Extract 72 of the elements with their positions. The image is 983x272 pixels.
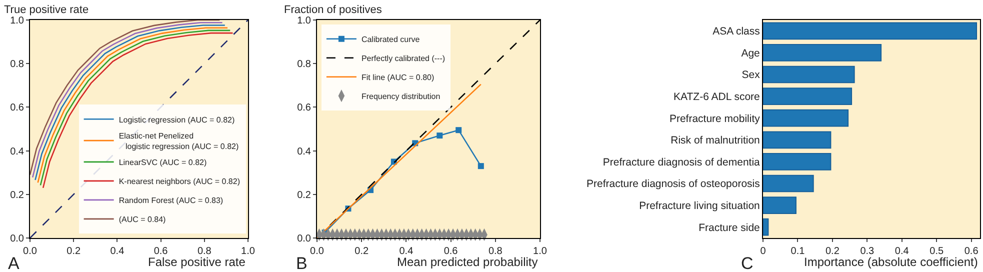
x-tick-label: 0.0: [23, 246, 38, 257]
y-tick-label: 0.6: [10, 102, 24, 114]
y-tick-label: Prefracture diagnosis of dementia: [602, 156, 760, 168]
point: [478, 163, 484, 170]
y-tick-label: 0.8: [10, 59, 24, 70]
x-tick-label: 0.2: [354, 246, 369, 257]
x-tick-label: 0: [760, 246, 766, 257]
y-tick-label: Fracture side: [698, 222, 760, 234]
x-tick-label: 0.3: [860, 246, 875, 257]
x-tick-label: 0.4: [110, 246, 125, 257]
x-tick-label: 0.0: [310, 246, 324, 257]
x-tick-label: 0.6: [444, 246, 458, 257]
x-tick-label: 0.4: [399, 246, 414, 257]
y-tick-label: 0.8: [297, 59, 312, 70]
x-tick-label: 0.2: [825, 246, 840, 257]
y-axis-title: Fraction of positives: [284, 4, 382, 16]
bar: [763, 196, 796, 214]
x-tick-label: 0.8: [197, 246, 212, 257]
y-tick-label: ASA class: [712, 26, 760, 38]
y-tick-label: Prefracture mobility: [669, 112, 761, 125]
y-tick-label: 0.2: [10, 190, 24, 201]
y-axis-title: True positive rate: [4, 4, 89, 16]
x-tick-label: 1.0: [241, 246, 256, 257]
bar: [763, 66, 855, 84]
x-tick-label: 0.6: [154, 246, 168, 257]
y-tick-label: Sex: [742, 69, 761, 82]
text: A: [8, 254, 20, 272]
y-tick-label: 1.0: [10, 16, 24, 26]
y-tick-label: 0.4: [297, 146, 312, 158]
legend-label: K-nearest neighbors (AUC = 0.82): [118, 177, 240, 186]
x-axis-title: Importance (absolute coefficient): [804, 255, 978, 269]
x-axis-title: False positive rate: [148, 255, 246, 269]
y-tick-label: KATZ-6 ADL score: [674, 90, 760, 103]
legend-label: Fit line (AUC = 0.80): [361, 72, 434, 82]
legend-label: Random Forest (AUC = 0.83): [118, 196, 224, 206]
x-tick-label: 0.5: [930, 246, 944, 257]
bar: [763, 22, 978, 40]
bar: [763, 44, 882, 62]
y-tick-label: Prefracture living situation: [639, 200, 760, 212]
bar: [763, 109, 849, 127]
legend-label: Logistic regression (AUC = 0.82): [118, 115, 235, 124]
bar: [763, 218, 769, 236]
y-tick-label: Age: [741, 47, 760, 60]
legend-label: (AUC = 0.84): [118, 215, 166, 224]
y-tick-label: 0.4: [10, 146, 24, 158]
point: [436, 132, 443, 139]
y-tick-label: 0.0: [297, 234, 312, 244]
x-tick-label: 0.8: [488, 246, 503, 257]
legend-label: LinearSVC (AUC = 0.82): [118, 158, 207, 168]
x-tick-label: 0.6: [964, 246, 979, 257]
y-tick-label: Prefracture diagnosis of osteoporosis: [586, 178, 760, 190]
y-tick-label: Risk of malnutrition: [670, 134, 760, 147]
y-tick-label: 0.2: [297, 190, 312, 201]
legend-label: Calibrated curve: [361, 34, 420, 44]
x-tick-label: 0.2: [66, 246, 81, 257]
legend-label: Frequency distribution: [361, 92, 440, 101]
legend-label: Perfectly calibrated (---): [361, 54, 446, 63]
x-tick-label: 0.1: [790, 246, 806, 257]
y-tick-label: 1.0: [297, 16, 312, 26]
x-tick-label: 0.4: [894, 246, 910, 257]
legend-label: Elastic-net Penelized logistic regression (AUC = 0.82): [118, 131, 239, 151]
point: [456, 127, 462, 134]
text: B: [296, 254, 308, 272]
bar: [763, 174, 814, 192]
x-tick-label: 1.0: [533, 246, 548, 257]
y-tick-label: 0.6: [297, 102, 312, 114]
bar: [763, 88, 852, 105]
text: C: [741, 254, 754, 272]
y-tick-label: 0.0: [10, 234, 24, 244]
bar: [763, 131, 832, 149]
bar: [763, 153, 832, 170]
x-axis-title: Mean predicted probability: [397, 255, 538, 269]
